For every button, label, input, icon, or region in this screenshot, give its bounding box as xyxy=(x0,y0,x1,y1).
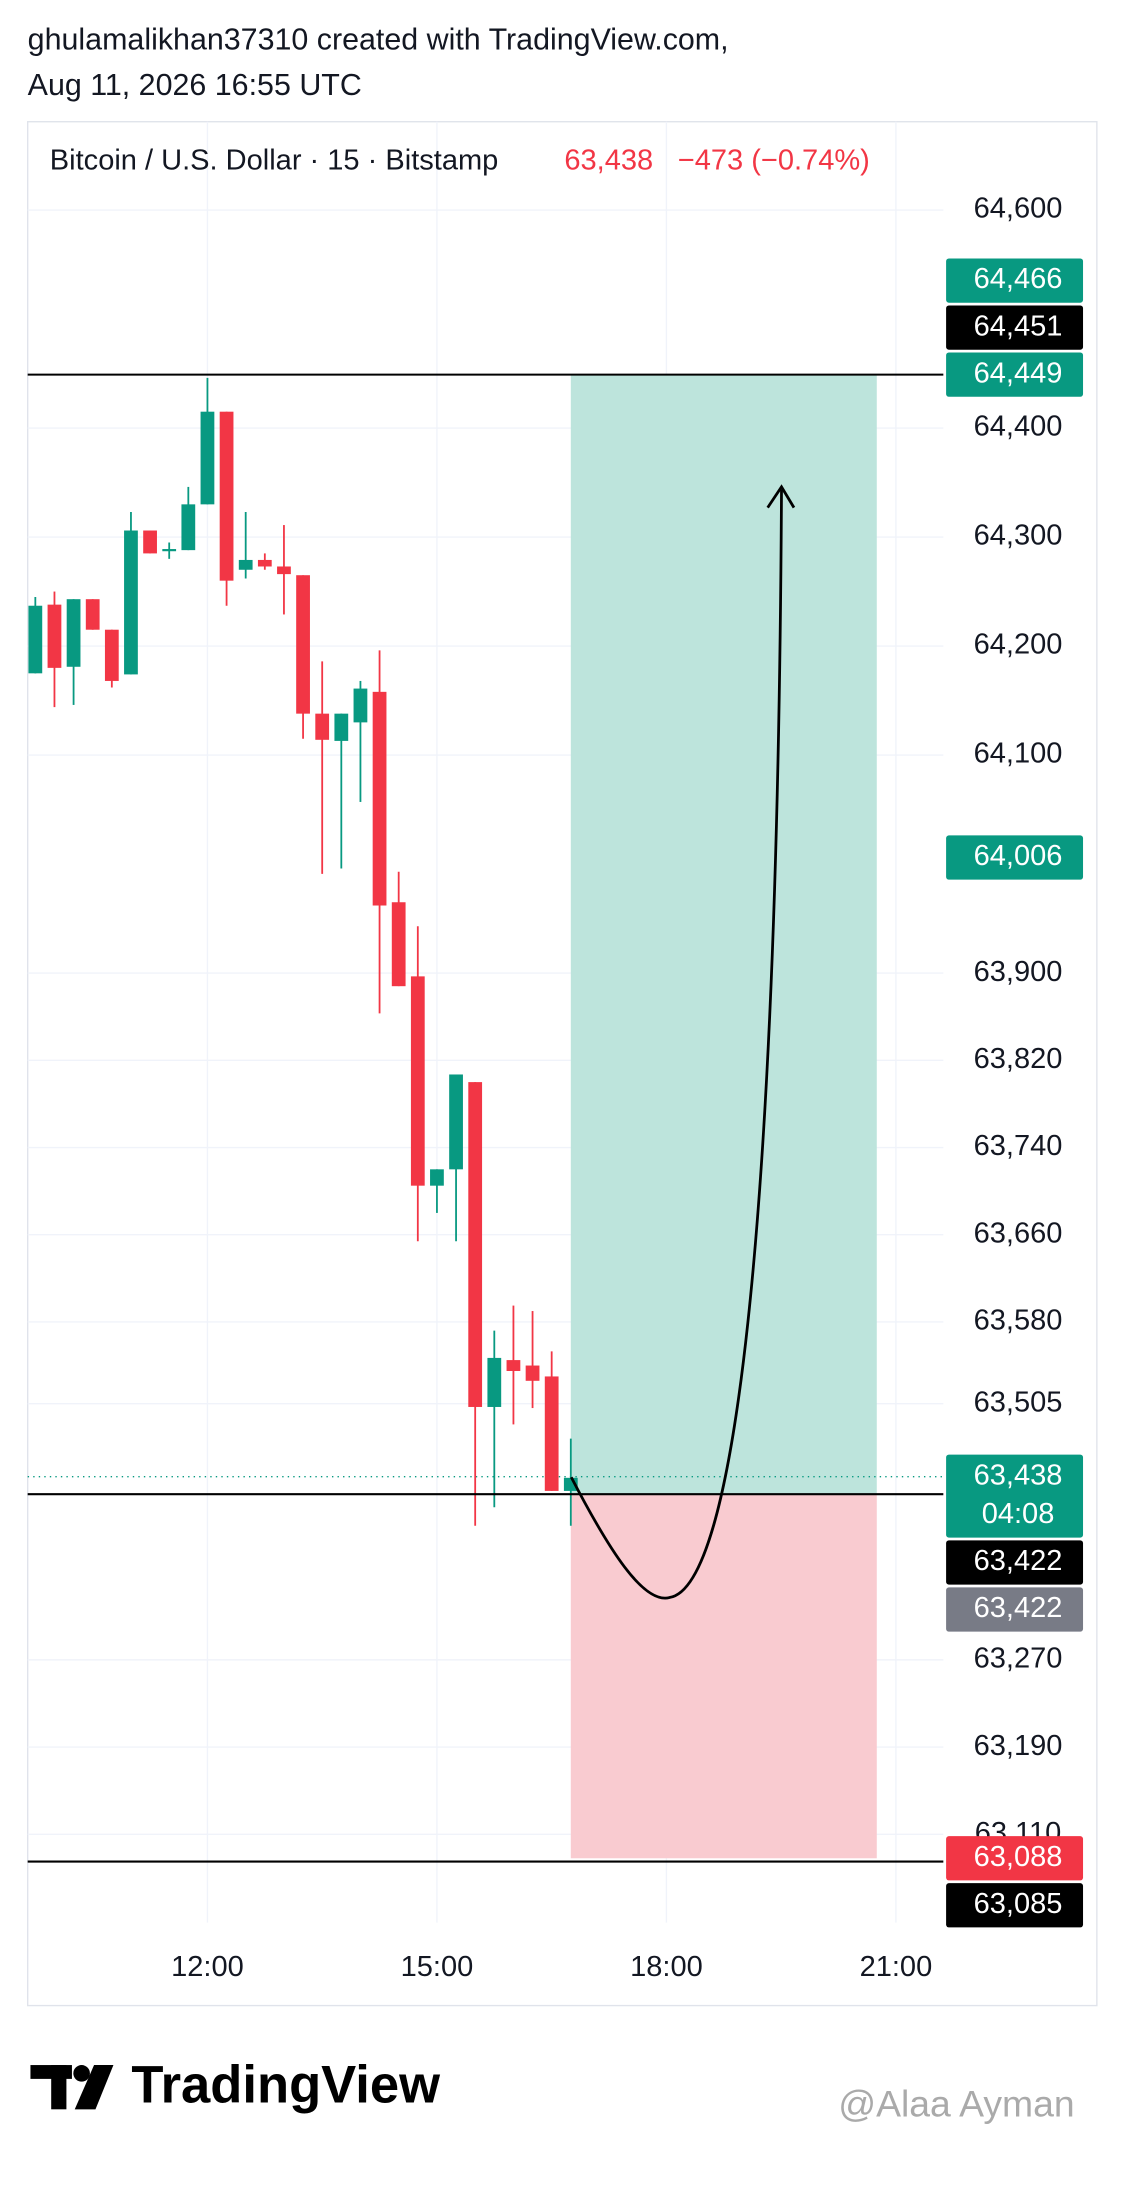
price-tag-label: 63,085 xyxy=(974,1888,1063,1920)
candle-body xyxy=(66,599,81,667)
candle-body xyxy=(468,1082,483,1407)
y-tick-label: 64,400 xyxy=(974,411,1063,443)
y-tick-label: 64,600 xyxy=(974,193,1063,225)
target-zone xyxy=(570,374,877,1495)
candle-body xyxy=(219,411,234,581)
candle-body xyxy=(143,530,157,554)
candle-body xyxy=(353,688,368,723)
price-tag xyxy=(946,1836,1084,1881)
y-tick-label: 63,190 xyxy=(974,1730,1063,1762)
candle-body xyxy=(47,604,62,668)
candle-body xyxy=(181,504,196,551)
candle-body xyxy=(449,1074,463,1170)
price-tag-label: 63,088 xyxy=(974,1841,1063,1873)
price-tag xyxy=(946,1540,1084,1585)
x-tick-label: 15:00 xyxy=(401,1951,474,1983)
candle-body xyxy=(238,559,253,570)
legend-symbol: Bitcoin / U.S. Dollar · 15 · Bitstamp xyxy=(50,145,499,177)
candle-body xyxy=(124,530,138,675)
legend-quote: 63,438 xyxy=(564,145,653,177)
price-tag-label: 63,422 xyxy=(974,1545,1063,1577)
candle-body xyxy=(296,575,310,714)
price-tag-label: 64,006 xyxy=(974,840,1063,872)
x-tick-label: 18:00 xyxy=(630,1951,703,1983)
candle-body xyxy=(334,713,349,741)
candle-body xyxy=(410,976,425,1186)
legend-change: −473 (−0.74%) xyxy=(678,145,870,177)
price-tag xyxy=(946,1454,1084,1538)
candle-body xyxy=(85,599,100,630)
price-tag-label: 63,438 xyxy=(974,1459,1063,1491)
drawn-arrow xyxy=(570,489,783,1600)
y-tick-label: 63,740 xyxy=(974,1130,1063,1162)
price-tag xyxy=(946,1883,1084,1928)
price-tag xyxy=(946,258,1084,303)
candle-body xyxy=(506,1360,521,1371)
plot: 64,600 64,400 64,300 64,200 64,100 63,900 63,8… xyxy=(27,121,1084,1983)
candle-body xyxy=(372,691,387,906)
candle-body xyxy=(162,549,177,552)
candle-body xyxy=(391,902,406,987)
logo-icon xyxy=(30,2065,114,2110)
y-tick-label: 64,300 xyxy=(974,520,1063,552)
price-tag-label: 64,451 xyxy=(974,310,1063,342)
y-tick-label: 63,505 xyxy=(974,1386,1063,1418)
candle-body xyxy=(525,1365,540,1381)
stop-zone xyxy=(570,1494,877,1859)
price-tag xyxy=(946,1587,1084,1632)
logo-text: TradingView xyxy=(131,2055,440,2114)
candle-body xyxy=(487,1357,502,1407)
candle-body xyxy=(315,713,330,740)
y-tick-label: 64,100 xyxy=(974,738,1063,770)
candle-body xyxy=(430,1169,444,1186)
candle-body xyxy=(200,411,215,505)
price-tag xyxy=(946,305,1084,350)
y-tick-label: 63,270 xyxy=(974,1643,1063,1675)
x-tick-label: 21:00 xyxy=(860,1951,933,1983)
x-tick-label: 12:00 xyxy=(171,1951,244,1983)
candle-body xyxy=(104,629,119,681)
candle-body xyxy=(544,1376,559,1491)
countdown: 04:08 xyxy=(982,1498,1055,1530)
header-title: ghulamalikhan37310 created with TradingV… xyxy=(28,23,729,57)
y-tick-label: 64,200 xyxy=(974,629,1063,661)
y-tick-label: 63,660 xyxy=(974,1217,1063,1249)
header-subtitle: Aug 11, 2026 16:55 UTC xyxy=(28,68,362,102)
price-tag-label: 64,449 xyxy=(974,357,1063,389)
y-tick-label: 63,900 xyxy=(974,956,1063,988)
arrow-head xyxy=(766,484,796,509)
price-tag-label: 63,422 xyxy=(974,1592,1063,1624)
candle-body xyxy=(28,605,43,674)
candle-body xyxy=(277,566,291,575)
y-tick-label: 63,580 xyxy=(974,1305,1063,1337)
candle-body xyxy=(257,559,272,567)
price-tag xyxy=(946,352,1084,397)
chart-frame xyxy=(26,121,1098,2007)
watermark: @Alaa Ayman xyxy=(838,2082,1074,2124)
price-tag xyxy=(946,835,1084,880)
y-tick-label: 63,820 xyxy=(974,1043,1063,1075)
price-tag-label: 64,466 xyxy=(974,263,1063,295)
